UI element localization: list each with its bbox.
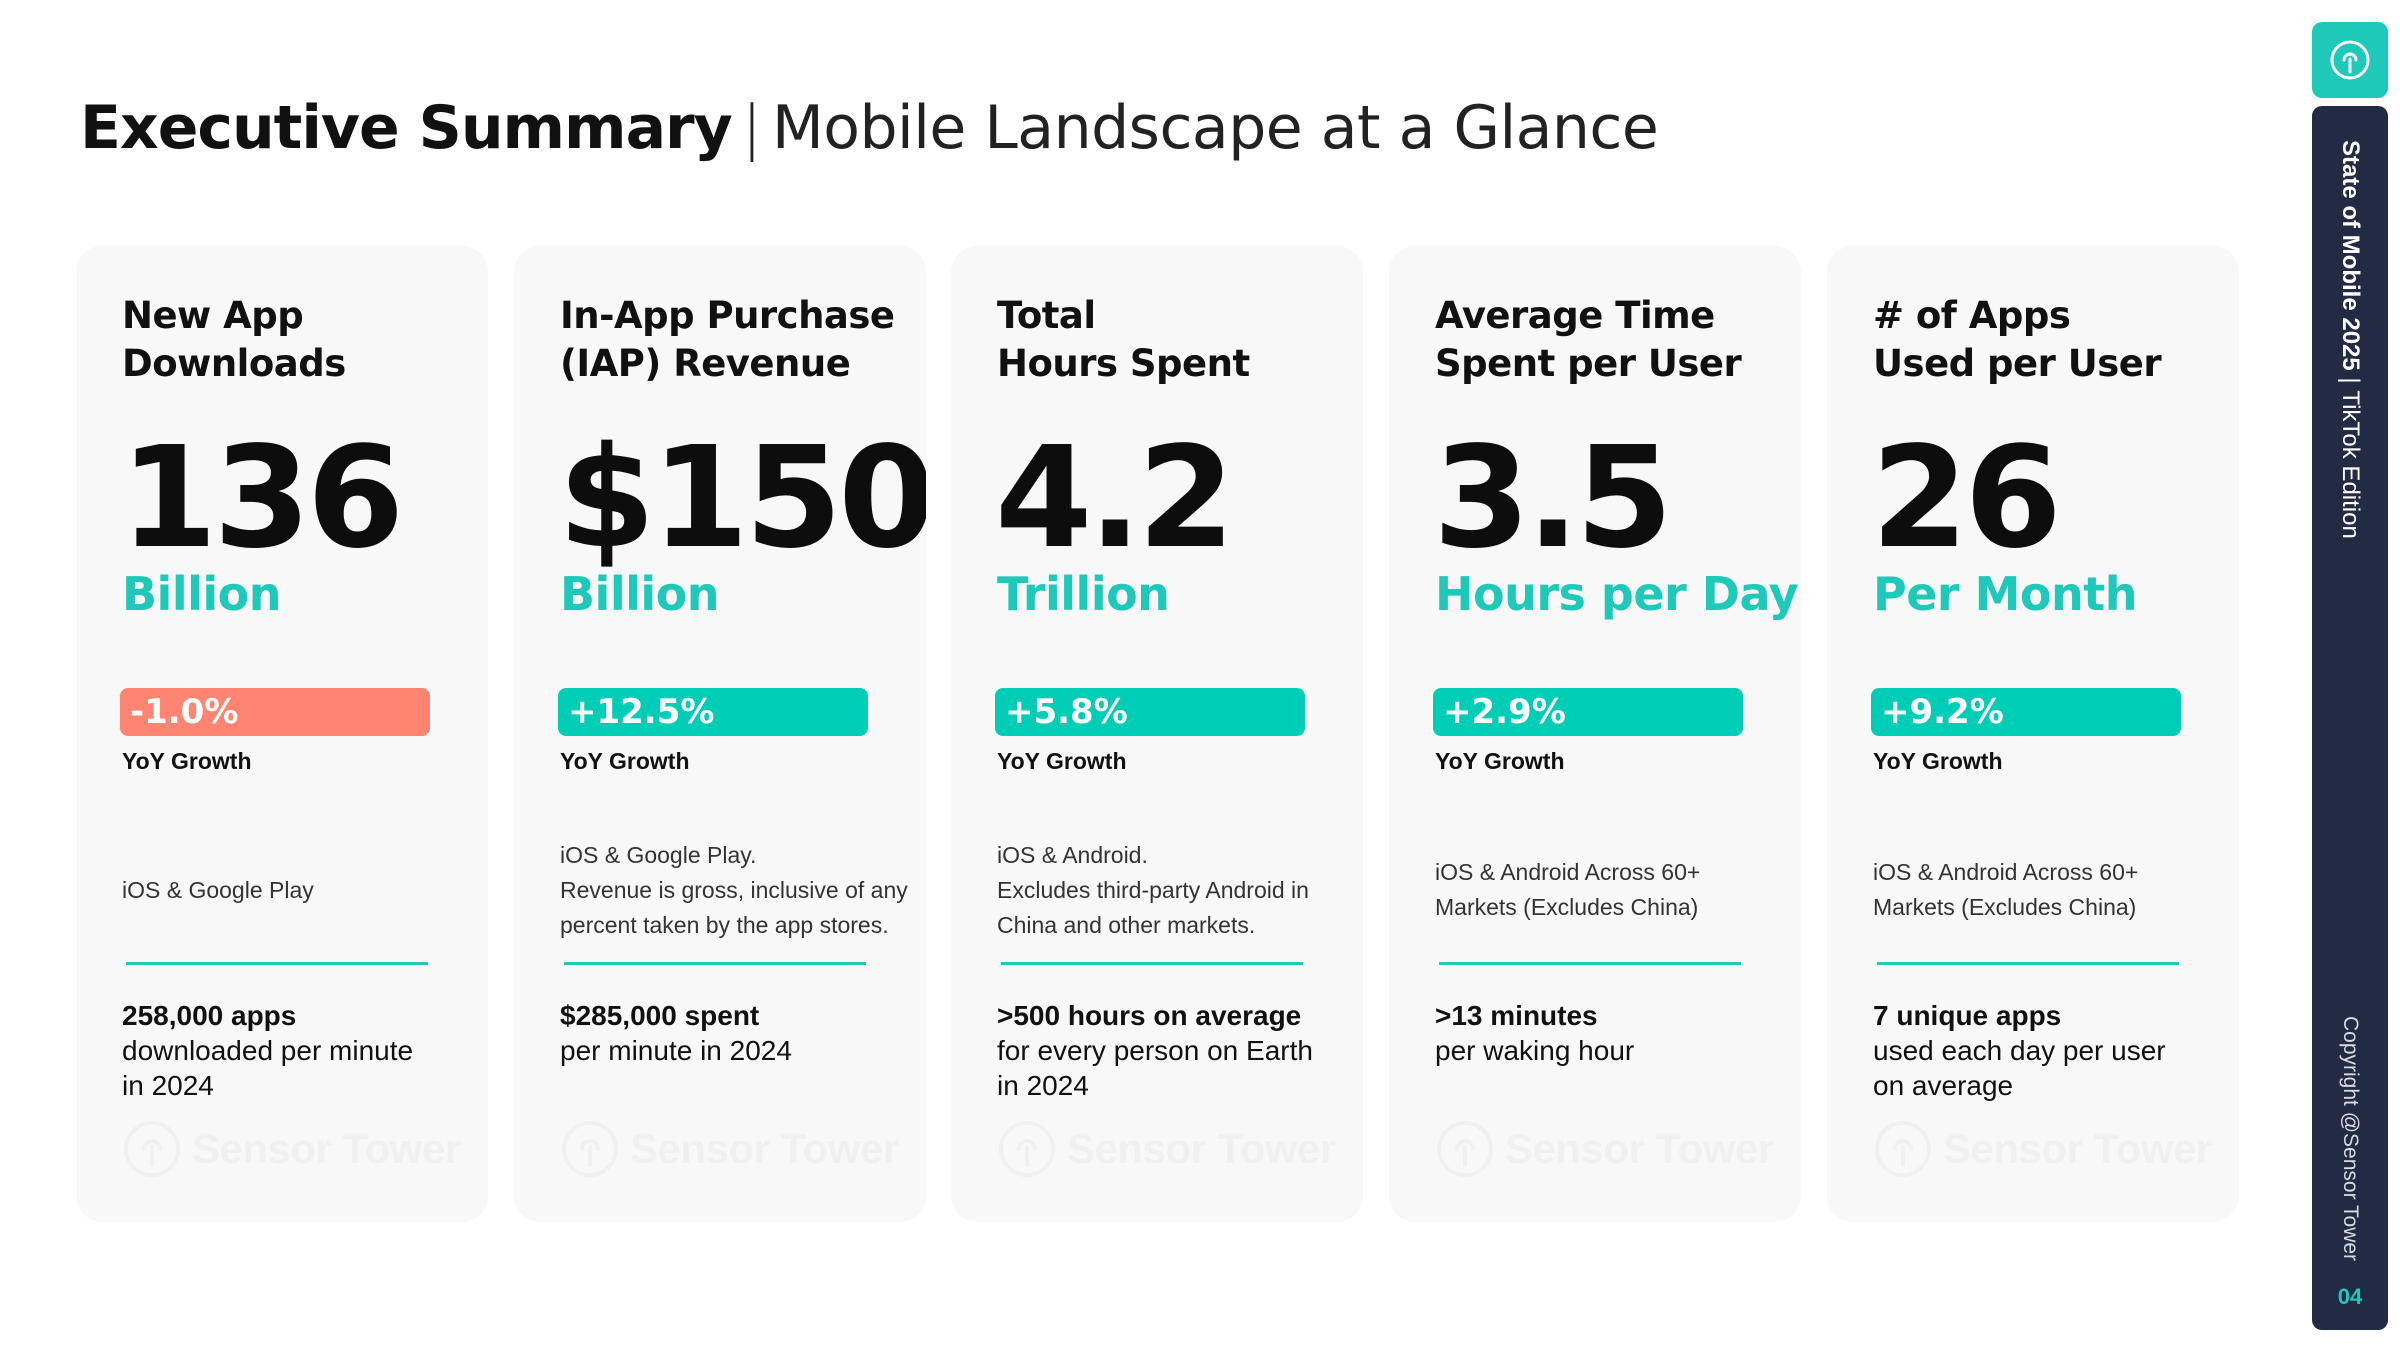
logo-badge <box>2312 22 2388 98</box>
watermark: Sensor Tower <box>997 1116 1336 1182</box>
stat-highlight: 7 unique apps <box>1873 1000 2062 1031</box>
metric-value: $150 <box>558 417 926 580</box>
metric-unit: Hours per Day <box>1435 567 1799 621</box>
growth-value: +12.5% <box>568 692 715 732</box>
watermark: Sensor Tower <box>122 1116 461 1182</box>
copyright: Copyright @Sensor Tower <box>2339 1016 2362 1262</box>
growth-badge: +2.9% <box>1433 688 1743 736</box>
card-note: iOS & Android. Excludes third-party Andr… <box>997 841 1309 938</box>
divider <box>564 962 866 965</box>
card-note: iOS & Google Play. Revenue is gross, inc… <box>560 841 908 938</box>
growth-value: -1.0% <box>130 692 239 732</box>
stat-detail: for every person on Earth in 2024 <box>997 1035 1313 1101</box>
report-edition: TikTok Edition <box>2337 390 2364 539</box>
growth-badge: +12.5% <box>558 688 868 736</box>
page-title: Executive Summary | Mobile Landscape at a … <box>80 88 1659 168</box>
card-new-app-downloads: New App Downloads 136 Billion -1.0% YoY … <box>76 246 488 1222</box>
metric-value: 136 <box>120 417 404 580</box>
metric-unit: Billion <box>560 567 719 621</box>
sidebar-report-title: State of Mobile 2025 | TikTok Edition <box>2334 140 2366 539</box>
card-stat: >500 hours on average for every person o… <box>997 998 1357 1103</box>
watermark-text: Sensor Tower <box>1067 1125 1336 1172</box>
card-title: New App Downloads <box>122 294 346 385</box>
growth-value: +2.9% <box>1443 692 1566 732</box>
metric-value: 3.5 <box>1433 417 1673 580</box>
stat-highlight: $285,000 spent <box>560 1000 760 1031</box>
growth-badge: -1.0% <box>120 688 430 736</box>
report-title: State of Mobile 2025 <box>2337 140 2364 371</box>
report-divider: | <box>2337 377 2364 384</box>
watermark: Sensor Tower <box>1873 1116 2212 1182</box>
sensor-tower-logo-icon <box>1437 1121 1493 1177</box>
growth-value: +9.2% <box>1881 692 2004 732</box>
watermark-text: Sensor Tower <box>1943 1125 2212 1172</box>
divider <box>1439 962 1741 965</box>
sensor-tower-logo-icon <box>562 1121 618 1177</box>
divider <box>1877 962 2179 965</box>
metric-value: 26 <box>1871 417 2062 580</box>
card-total-hours-spent: Total Hours Spent 4.2 Trillion +5.8% YoY… <box>951 246 1363 1222</box>
divider <box>126 962 428 965</box>
stat-highlight: >500 hours on average <box>997 1000 1302 1031</box>
card-stat: 7 unique apps used each day per user on … <box>1873 998 2233 1103</box>
card-stat: $285,000 spent per minute in 2024 <box>560 998 920 1068</box>
card-title: Average Time Spent per User <box>1435 294 1742 385</box>
sensor-tower-logo-icon <box>1875 1121 1931 1177</box>
watermark-text: Sensor Tower <box>630 1125 899 1172</box>
watermark-text: Sensor Tower <box>192 1125 461 1172</box>
stat-detail: used each day per user on average <box>1873 1035 2166 1101</box>
title-separator: | <box>741 93 762 163</box>
metric-value: 4.2 <box>995 417 1235 580</box>
growth-label: YoY Growth <box>1435 748 1565 774</box>
card-apps-used-per-user: # of Apps Used per User 26 Per Month +9.… <box>1827 246 2239 1222</box>
card-average-time-spent: Average Time Spent per User 3.5 Hours pe… <box>1389 246 1801 1222</box>
sensor-tower-logo-icon <box>2330 40 2370 80</box>
card-note: iOS & Android Across 60+ Markets (Exclud… <box>1435 859 1701 920</box>
growth-value: +5.8% <box>1005 692 1128 732</box>
sidebar: State of Mobile 2025 | TikTok Edition Co… <box>2312 106 2388 1330</box>
sensor-tower-logo-icon <box>999 1121 1055 1177</box>
card-title: # of Apps Used per User <box>1873 294 2162 385</box>
card-note: iOS & Android Across 60+ Markets (Exclud… <box>1873 859 2139 920</box>
card-stat: 258,000 apps downloaded per minute in 20… <box>122 998 482 1103</box>
growth-label: YoY Growth <box>122 748 252 774</box>
page-number: 04 <box>2337 1284 2363 1309</box>
metric-unit: Trillion <box>997 567 1170 621</box>
sensor-tower-logo-icon <box>124 1121 180 1177</box>
watermark: Sensor Tower <box>1435 1116 1774 1182</box>
growth-badge: +5.8% <box>995 688 1305 736</box>
card-title: Total Hours Spent <box>997 294 1250 385</box>
growth-label: YoY Growth <box>560 748 690 774</box>
stat-highlight: 258,000 apps <box>122 1000 297 1031</box>
card-title: In-App Purchase (IAP) Revenue <box>560 294 895 385</box>
stat-highlight: >13 minutes <box>1435 1000 1598 1031</box>
card-note: iOS & Google Play <box>122 876 314 903</box>
watermark-text: Sensor Tower <box>1505 1125 1774 1172</box>
watermark: Sensor Tower <box>560 1116 899 1182</box>
stat-detail: downloaded per minute in 2024 <box>122 1035 414 1101</box>
page-title-light: Mobile Landscape at a Glance <box>771 93 1659 163</box>
divider <box>1001 962 1303 965</box>
stat-detail: per waking hour <box>1435 1035 1635 1066</box>
metric-unit: Billion <box>122 567 281 621</box>
page-title-bold: Executive Summary <box>80 93 733 163</box>
growth-label: YoY Growth <box>1873 748 2003 774</box>
growth-badge: +9.2% <box>1871 688 2181 736</box>
card-stat: >13 minutes per waking hour <box>1435 998 1795 1068</box>
growth-label: YoY Growth <box>997 748 1127 774</box>
metric-unit: Per Month <box>1873 567 2137 621</box>
card-iap-revenue: In-App Purchase (IAP) Revenue $150 Billi… <box>514 246 926 1222</box>
stat-detail: per minute in 2024 <box>560 1035 792 1066</box>
